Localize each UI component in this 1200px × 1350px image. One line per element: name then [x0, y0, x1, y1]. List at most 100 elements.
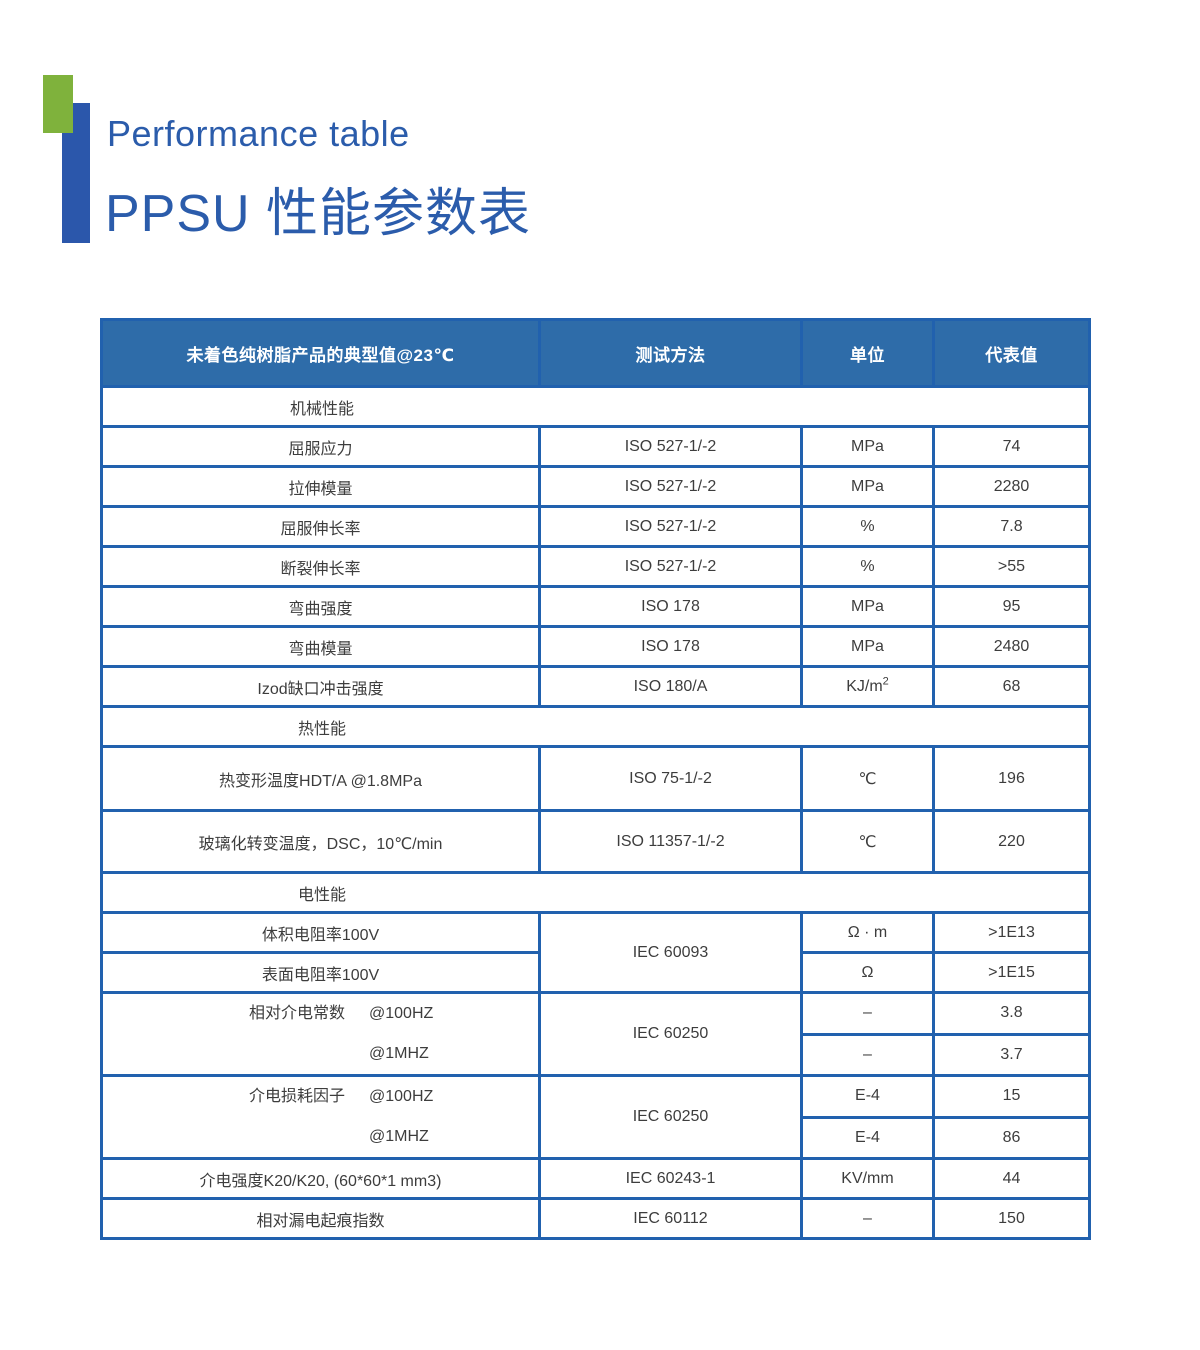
section-label: 电性能 [297, 886, 346, 904]
table-row: 玻璃化转变温度，DSC，10℃/min ISO 11357-1/-2 ℃ 220 [100, 809, 1091, 874]
subtitle-english: Performance table [107, 113, 410, 154]
table-row: 屈服伸长率 ISO 527-1/-2 % 7.8 [100, 505, 1091, 548]
cell-unit: MPa [800, 625, 935, 668]
cell-unit: Ω · m [800, 911, 935, 954]
cell-value: 44 [932, 1157, 1091, 1200]
table-row-tracking-index: 相对漏电起痕指数 IEC 60112 – 150 [100, 1197, 1091, 1240]
table-row: 屈服应力 ISO 527-1/-2 MPa 74 [100, 425, 1091, 468]
cell-unit: MPa [800, 465, 935, 508]
col-header-value: 代表值 [932, 318, 1091, 388]
table-row-resistivity-1: 体积电阻率100V IEC 60093 Ω · m >1E13 [100, 911, 1091, 994]
dual-line-cell: 相对介电常数 @100HZ @1MHZ [105, 996, 537, 1073]
cell-value: >1E13 [932, 911, 1091, 954]
col-header-method: 测试方法 [538, 318, 803, 388]
cell-value: 95 [932, 585, 1091, 628]
cell-property: 断裂伸长率 [100, 545, 541, 588]
cell-unit: % [800, 545, 935, 588]
cell-unit: E-4 [800, 1115, 935, 1160]
cell-property: 弯曲模量 [100, 625, 541, 668]
cell-unit: ℃ [800, 809, 935, 874]
frequency-label-2: @1MHZ [369, 1128, 429, 1145]
cell-method: ISO 11357-1/-2 [538, 809, 803, 874]
table-row: 断裂伸长率 ISO 527-1/-2 % >55 [100, 545, 1091, 588]
table-row-loss-factor-2: E-4 86 [102, 1115, 1091, 1160]
table-row: 拉伸模量 ISO 527-1/-2 MPa 2280 [100, 465, 1091, 508]
table-row-resistivity-2: 表面电阻率100V Ω >1E15 [100, 951, 1091, 994]
cell-value: >1E15 [932, 951, 1091, 994]
cell-property: Izod缺口冲击强度 [100, 665, 541, 708]
cell-unit: % [800, 505, 935, 548]
cell-method-merged: IEC 60250 [538, 1074, 803, 1160]
cell-value: >55 [932, 545, 1091, 588]
table-header-row: 未着色纯树脂产品的典型值@23℃ 测试方法 单位 代表值 [100, 318, 1091, 388]
cell-unit: ℃ [800, 745, 935, 812]
frequency-label-1: @100HZ [369, 1088, 434, 1105]
cell-property: 拉伸模量 [100, 465, 541, 508]
cell-method: ISO 75-1/-2 [538, 745, 803, 812]
cell-value: 220 [932, 809, 1091, 874]
table-row-loss-factor-1: 介电损耗因子 @100HZ @1MHZ IEC 60250 E-4 15 [100, 1074, 1091, 1160]
cell-value: 74 [932, 425, 1091, 468]
cell-method: ISO 527-1/-2 [538, 505, 803, 548]
cell-unit: MPa [800, 425, 935, 468]
cell-property: 屈服应力 [100, 425, 541, 468]
cell-unit: – [800, 1197, 935, 1240]
table-row: 弯曲模量 ISO 178 MPa 2480 [100, 625, 1091, 668]
section-row-electrical: 电性能 [100, 871, 1091, 914]
cell-property: 介电强度K20/K20, (60*60*1 mm3) [100, 1157, 541, 1200]
section-cell: 电性能 [100, 871, 1091, 914]
section-cell: 热性能 [100, 705, 1091, 748]
section-row-mechanical: 机械性能 [100, 385, 1091, 428]
performance-table: 未着色纯树脂产品的典型值@23℃ 测试方法 单位 代表值 机械性能 屈服应力 I… [100, 318, 1091, 1240]
frequency-label-1: @100HZ [369, 1005, 434, 1022]
col-header-property: 未着色纯树脂产品的典型值@23℃ [100, 318, 541, 388]
cell-method: ISO 527-1/-2 [538, 545, 803, 588]
green-accent-bar [43, 75, 73, 133]
cell-value: 7.8 [932, 505, 1091, 548]
page-title: PPSU 性能参数表 [105, 185, 532, 243]
cell-value: 2280 [932, 465, 1091, 508]
cell-method: ISO 527-1/-2 [538, 425, 803, 468]
cell-value: 15 [932, 1074, 1091, 1119]
section-label: 机械性能 [289, 400, 354, 418]
section-cell: 机械性能 [100, 385, 1091, 428]
unit-superscript: 2 [882, 675, 889, 688]
cell-property: 体积电阻率100V [100, 911, 541, 954]
cell-value: 3.7 [932, 1032, 1091, 1077]
cell-property: 弯曲强度 [100, 585, 541, 628]
cell-property: 表面电阻率100V [100, 951, 541, 994]
cell-unit: Ω [800, 951, 935, 994]
cell-method: ISO 178 [538, 625, 803, 668]
property-label: 介电损耗因子 [249, 1088, 346, 1105]
cell-property-merged: 相对介电常数 @100HZ @1MHZ [100, 991, 541, 1077]
cell-value: 3.8 [932, 991, 1091, 1036]
cell-unit: – [800, 1032, 935, 1077]
cell-property: 玻璃化转变温度，DSC，10℃/min [100, 809, 541, 874]
cell-unit: KV/mm [800, 1157, 935, 1200]
table-row-izod: Izod缺口冲击强度 ISO 180/A KJ/m2 68 [100, 665, 1091, 708]
cell-method-merged: IEC 60093 [538, 911, 803, 994]
cell-value: 2480 [932, 625, 1091, 668]
cell-unit: MPa [800, 585, 935, 628]
cell-unit: – [800, 991, 935, 1036]
cell-unit: E-4 [800, 1074, 935, 1119]
cell-property: 屈服伸长率 [100, 505, 541, 548]
section-label: 热性能 [297, 720, 346, 738]
cell-method-merged: IEC 60250 [538, 991, 803, 1077]
cell-property: 相对漏电起痕指数 [100, 1197, 541, 1240]
section-row-thermal: 热性能 [100, 705, 1091, 748]
cell-unit: KJ/m2 [800, 665, 935, 708]
table-row-dielectric-constant-2: – 3.7 [102, 1032, 1091, 1077]
cell-value: 196 [932, 745, 1091, 812]
cell-method: ISO 180/A [538, 665, 803, 708]
frequency-label-2: @1MHZ [369, 1045, 429, 1062]
cell-method: IEC 60112 [538, 1197, 803, 1240]
unit-base: KJ/m [846, 677, 883, 695]
cell-value: 86 [932, 1115, 1091, 1160]
cell-method: ISO 178 [538, 585, 803, 628]
cell-method: IEC 60243-1 [538, 1157, 803, 1200]
dual-line-cell: 介电损耗因子 @100HZ @1MHZ [105, 1079, 537, 1156]
cell-property-merged: 介电损耗因子 @100HZ @1MHZ [100, 1074, 541, 1160]
table-row: 弯曲强度 ISO 178 MPa 95 [100, 585, 1091, 628]
table-row-dielectric-strength: 介电强度K20/K20, (60*60*1 mm3) IEC 60243-1 K… [100, 1157, 1091, 1200]
